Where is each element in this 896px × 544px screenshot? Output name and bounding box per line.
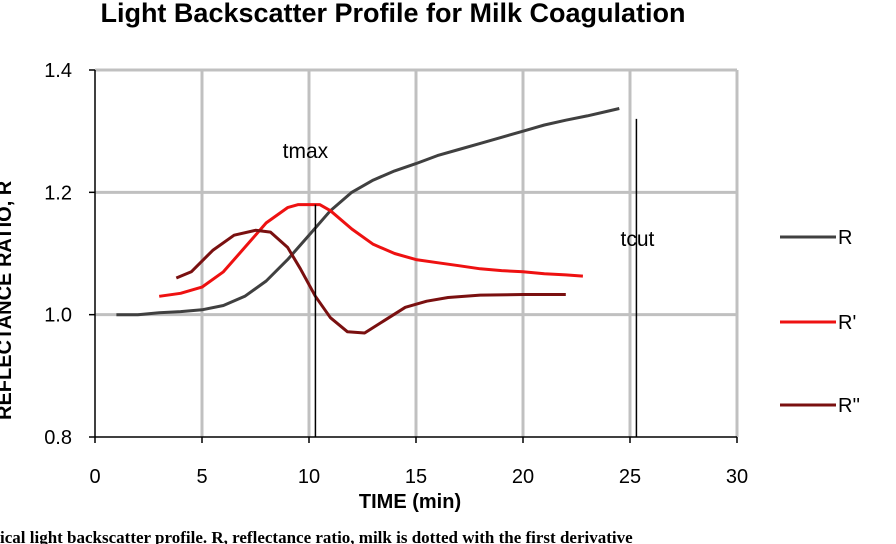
annotations: tmax tcut bbox=[283, 118, 655, 437]
series-line-R bbox=[116, 107, 620, 317]
legend: R R' R'' bbox=[780, 227, 860, 417]
y-axis-title: REFLECTANCE RATIO, R bbox=[0, 180, 16, 420]
x-tick-label: 15 bbox=[405, 466, 427, 488]
x-axis-label: TIME (min) bbox=[359, 491, 461, 513]
annotation-label: tmax bbox=[283, 140, 329, 163]
x-tick-label: 5 bbox=[196, 466, 207, 488]
grid-lines bbox=[95, 68, 739, 437]
y-tick-label: 1.4 bbox=[44, 60, 72, 82]
y-axis-label: REFLECTANCE RATIO, R bbox=[0, 180, 16, 420]
x-tick-label: 30 bbox=[726, 466, 748, 488]
caption-text: ical light backscatter profile. R, refle… bbox=[0, 528, 633, 544]
legend-label: R bbox=[838, 227, 852, 249]
legend-label: R' bbox=[838, 312, 856, 334]
y-tick-label: 1.2 bbox=[44, 182, 72, 204]
axes bbox=[89, 69, 738, 443]
x-tick-label: 10 bbox=[298, 466, 320, 488]
x-tick-label: 25 bbox=[619, 466, 641, 488]
x-tick-label: 20 bbox=[512, 466, 534, 488]
y-tick-label: 1.0 bbox=[44, 305, 72, 327]
y-tick-labels: 0.8 1.0 1.2 1.4 bbox=[44, 60, 72, 449]
series-lines bbox=[116, 107, 620, 335]
series-line-R'' bbox=[175, 228, 566, 335]
y-tick-label: 0.8 bbox=[44, 427, 72, 449]
series-line-R' bbox=[158, 203, 584, 298]
x-tick-label: 0 bbox=[89, 466, 100, 488]
x-tick-labels: 0 5 10 15 20 25 30 bbox=[89, 466, 748, 488]
chart-title: Light Backscatter Profile for Milk Coagu… bbox=[100, 0, 685, 28]
legend-label: R'' bbox=[838, 395, 860, 417]
annotation-label: tcut bbox=[620, 228, 654, 251]
